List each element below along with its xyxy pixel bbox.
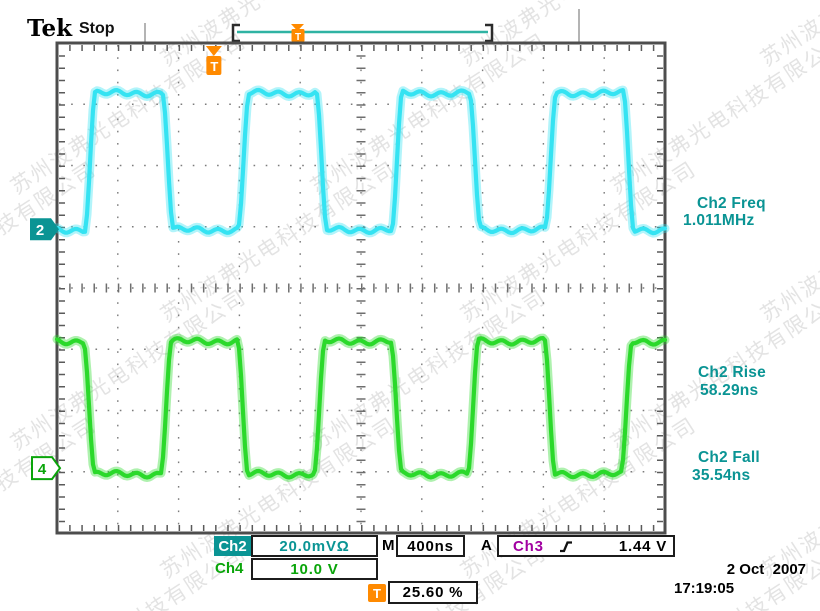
graticule <box>57 43 665 533</box>
ch4-channel-marker: 4 <box>31 456 62 481</box>
tek-logo: Tek <box>27 15 73 42</box>
meas1-value: 1.011MHz <box>683 212 755 229</box>
meas2-label: Ch2 Rise <box>698 364 766 381</box>
svg-text:T: T <box>295 32 301 43</box>
trigger-position-t-icon: T <box>205 46 222 75</box>
trigger-mode-label: A <box>481 537 492 554</box>
ch2-channel-marker: 2 <box>30 218 59 241</box>
trigger-t-icon: T <box>368 584 386 602</box>
acquisition-status: Stop <box>79 20 115 37</box>
svg-text:4: 4 <box>38 461 47 478</box>
timebase-label: M <box>382 537 395 554</box>
meas1-label: Ch2 Freq <box>697 195 766 212</box>
record-left-bracket-icon <box>231 23 240 43</box>
ch2-trace <box>52 85 670 238</box>
ch2-badge: Ch2 <box>214 536 251 556</box>
record-trigger-t-icon: T <box>291 24 305 43</box>
svg-text:T: T <box>210 59 218 74</box>
ch4-scale-readout: 10.0 V <box>251 558 378 580</box>
trigger-position-readout: 25.60 % <box>388 581 478 604</box>
trigger-readout: Ch3 1.44 V <box>497 535 675 557</box>
waveform-traces <box>52 85 670 482</box>
record-right-bracket-icon <box>485 23 494 43</box>
graticule-border <box>55 41 667 535</box>
date: 2 Oct 2007 <box>726 561 806 578</box>
ch4-trace <box>52 333 670 482</box>
meas2-value: 58.29ns <box>700 382 759 399</box>
timebase-readout: 400ns <box>396 535 465 557</box>
trigger-level: 1.44 V <box>618 537 667 555</box>
time: 17:19:05 <box>674 580 735 597</box>
record-view-bar: T <box>231 23 494 43</box>
meas3-value: 35.54ns <box>692 467 751 484</box>
rising-edge-icon <box>559 540 572 552</box>
svg-text:2: 2 <box>36 222 44 239</box>
meas3-label: Ch2 Fall <box>698 449 760 466</box>
ch2-scale-readout: 20.0mVΩ <box>251 535 378 557</box>
trigger-source: Ch3 <box>513 537 544 555</box>
ch4-label: Ch4 <box>215 560 244 577</box>
